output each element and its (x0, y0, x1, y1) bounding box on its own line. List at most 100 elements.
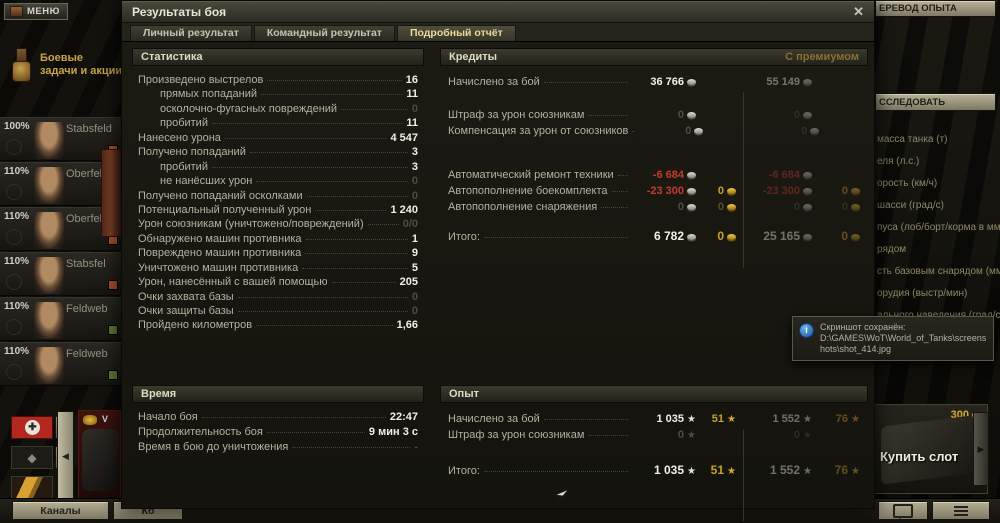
dotted-leader (305, 238, 408, 240)
credits-silver-cell: 0 (632, 109, 696, 121)
contacts-button[interactable] (932, 501, 990, 520)
credits-gold-cell: 0 (696, 201, 736, 213)
silver-coin-icon (803, 188, 812, 194)
nation-flag-select[interactable]: ✚ (11, 416, 53, 439)
crew-rank-name: Oberfeld (66, 213, 109, 225)
stat-row: прямых попаданий 11 (138, 88, 418, 102)
credits-silver-cell: 36 766 (632, 76, 696, 88)
silver-coin-icon (810, 128, 820, 134)
dialog-tab[interactable]: Личный результат (130, 25, 252, 42)
dotted-leader (611, 191, 628, 192)
book-decoration (101, 149, 122, 237)
carousel-scroll-right[interactable]: ▶ (973, 412, 989, 486)
gold-coin-icon (851, 204, 860, 210)
stat-row: Уничтожено машин противника 5 (138, 262, 418, 276)
dotted-leader (260, 94, 403, 96)
battle-missions-link[interactable]: Боевые задачи и акции (8, 48, 122, 82)
crew-rank-name: Stabsfel (66, 258, 106, 270)
characteristic-label: еля (л.с.) (877, 156, 920, 167)
dotted-leader (201, 417, 386, 418)
credits-total-gold: 0 (696, 229, 736, 243)
stat-label: не нанёсших урон (160, 175, 253, 188)
channels-button[interactable]: Каналы (12, 501, 109, 520)
emblem-select[interactable]: ◆ (11, 446, 53, 469)
tank-elite-emblem-icon (83, 415, 97, 425)
stat-value: 0/0 (402, 218, 418, 231)
dotted-leader (483, 471, 628, 472)
stat-value: 3 (411, 146, 418, 159)
stat-row: осколочно-фугасных повреждений 0 (138, 103, 418, 117)
store-button[interactable]: ЕРЕВОД ОПЫТА (875, 0, 996, 17)
crew-status-icon (108, 325, 118, 335)
dotted-leader (588, 115, 628, 116)
stat-label: осколочно-фугасных повреждений (160, 102, 338, 115)
dotted-leader (588, 435, 628, 436)
dialog-tab[interactable]: Подробный отчёт (396, 25, 516, 42)
xp-star-icon: ★ (687, 414, 696, 425)
free-xp-star-icon: ★ (851, 414, 860, 425)
premium-free-xp-total-cell: 76 ★ (834, 463, 860, 477)
crew-member-row[interactable]: 110% Feldweb (0, 342, 121, 386)
credits-total-silver: 6 782 (632, 229, 696, 243)
free-xp-star-icon: ★ (851, 466, 860, 477)
crew-class-icon (6, 274, 22, 290)
credits-label: Компенсация за урон от союзников (448, 125, 629, 137)
crew-member-row[interactable]: 100% Stabsfeld (0, 117, 121, 161)
stat-row: Получено попаданий 3 (138, 146, 418, 160)
credits-premium-gold-cell: 0 (812, 185, 860, 197)
buy-slot-button[interactable]: 300 Купить слот (872, 404, 988, 494)
silver-coin-icon (687, 234, 696, 240)
characteristic-label: орость (км/ч) (877, 178, 938, 189)
xp-star-icon: ★ (687, 466, 696, 477)
stat-label: Повреждено машин противника (138, 247, 302, 260)
info-icon: i (799, 323, 814, 338)
crew-member-row[interactable]: 110% Oberfeld (0, 162, 121, 206)
time-label: Начало боя (138, 411, 198, 423)
tank-slot-selected[interactable]: V (78, 410, 121, 504)
credits-label: Начислено за бой (448, 76, 540, 88)
crew-class-icon (6, 184, 22, 200)
stripe-select[interactable] (11, 476, 53, 499)
credits-silver-cell: -23 300 (632, 185, 696, 197)
credits-premium-silver-cell: 0 (752, 201, 812, 213)
crew-status-icon (108, 280, 118, 290)
time-row: Продолжительность боя 9 мин 3 с (138, 426, 418, 441)
credits-title: Кредиты (449, 51, 498, 63)
silver-coin-icon (687, 172, 696, 178)
crew-member-row[interactable]: 110% Oberfeld (0, 207, 121, 251)
stat-row: не нанёсших урон 0 (138, 175, 418, 189)
scroll-left-icon: ◀ (62, 450, 69, 461)
crew-list: 100% Stabsfeld 110% Oberfeld 110% Oberfe… (0, 117, 121, 387)
dotted-leader (632, 131, 636, 132)
carousel-scroll-left[interactable]: ◀ (57, 411, 74, 501)
gold-coin-icon (727, 188, 736, 194)
dotted-leader (292, 447, 411, 448)
chat-button[interactable] (878, 501, 928, 520)
premium-column-divider (743, 92, 744, 268)
credits-row: Автопополнение боекомплекта -23 300 0 -2… (448, 185, 860, 201)
research-button[interactable]: ССЛЕДОВАТЬ (875, 93, 996, 111)
stat-label: Произведено выстрелов (138, 74, 264, 86)
battle-results-dialog: Результаты боя ✕ Личный результат Команд… (121, 0, 875, 521)
stat-value: 0 (411, 290, 418, 303)
credits-row: Автопополнение снаряжения 0 0 0 0 (448, 201, 860, 217)
menu-button[interactable]: МЕНЮ (4, 3, 68, 20)
premium-column-divider (743, 429, 744, 521)
xp-star-icon: ★ (803, 430, 812, 441)
crew-member-row[interactable]: 110% Feldweb (0, 297, 121, 341)
close-icon[interactable]: ✕ (853, 4, 864, 19)
experience-row: Штраф за урон союзникам 0★ ★ 0★ ★ (448, 429, 860, 445)
gold-coin-icon (851, 188, 860, 194)
dialog-tab[interactable]: Командный результат (253, 25, 395, 42)
experience-total-row: Итого: 1 035 ★ 51 ★ 1 552 ★ 76 ★ (448, 463, 860, 481)
credits-silver-cell: 0 (639, 125, 704, 137)
credits-silver-cell: -6 684 (632, 169, 696, 181)
credits-total-label: Итого: (448, 231, 480, 243)
characteristic-label: орудия (выстр/мин) (877, 288, 968, 299)
with-premium-label: С премиумом (785, 51, 859, 63)
free-xp-star-icon: ★ (727, 414, 736, 425)
crew-member-row[interactable]: 110% Stabsfel (0, 252, 121, 296)
stat-value: 11 (406, 117, 418, 130)
menu-icon (10, 6, 23, 17)
time-value: - (414, 441, 418, 453)
